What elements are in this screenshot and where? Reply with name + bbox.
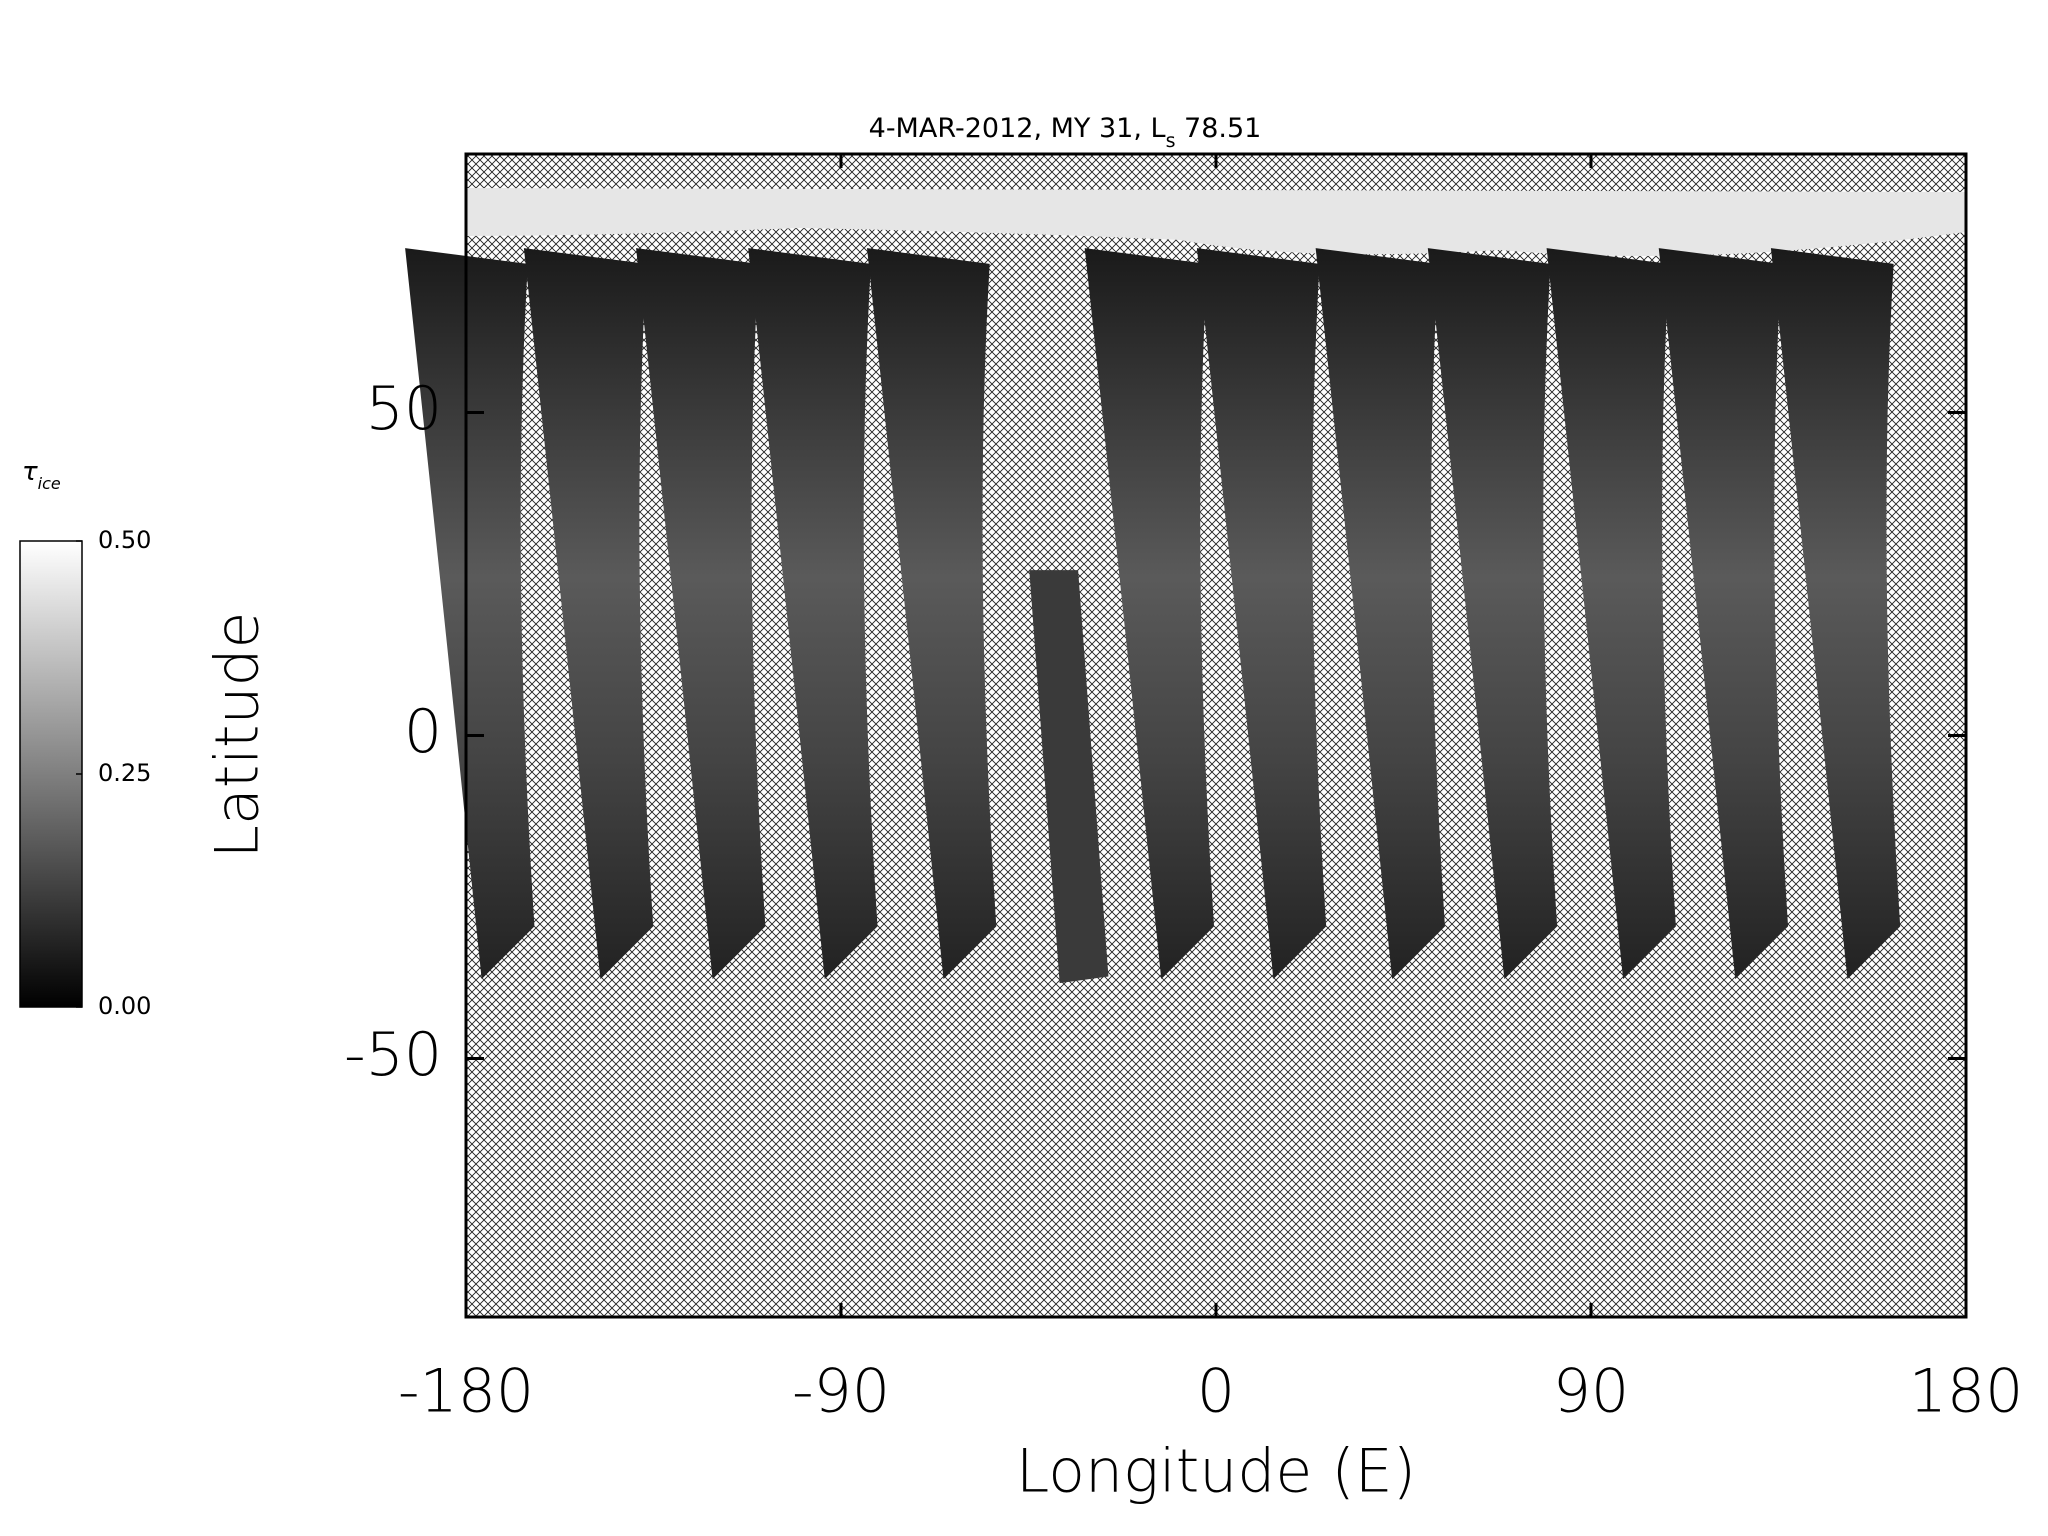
x-tick-label: 90 xyxy=(1553,1357,1629,1427)
y-tick-label: 50 xyxy=(366,374,442,444)
colorbar-tick-label: 0.25 xyxy=(98,759,151,787)
swath xyxy=(1196,248,1327,980)
swath xyxy=(636,248,766,980)
y-tick-label: 0 xyxy=(404,697,442,767)
swath xyxy=(405,248,535,980)
x-tick-label: -90 xyxy=(792,1357,890,1427)
x-tick-label: 0 xyxy=(1197,1357,1235,1427)
title-value: 78.51 xyxy=(1175,113,1261,144)
plot-area xyxy=(405,152,1968,1319)
swath xyxy=(866,248,997,980)
colorbar xyxy=(19,540,83,1008)
y-tick-label: -50 xyxy=(344,1020,442,1090)
x-axis-label: Longitude (E) xyxy=(1016,1437,1416,1507)
swath xyxy=(1315,248,1445,980)
swath xyxy=(523,248,654,980)
chart-title: 4-MAR-2012, MY 31, Ls 78.51 xyxy=(869,113,1262,152)
x-tick-label: 180 xyxy=(1909,1357,2024,1427)
swath xyxy=(1029,570,1109,984)
y-axis-label: Latitude xyxy=(203,612,273,859)
colorbar-label: τice xyxy=(22,457,61,493)
swath xyxy=(1546,248,1676,980)
swath xyxy=(1770,248,1901,980)
swath xyxy=(1658,248,1789,980)
colorbar-tick-label: 0.50 xyxy=(98,526,151,554)
polar-cap xyxy=(466,188,1966,256)
title-text: 4-MAR-2012, MY 31, L xyxy=(869,113,1166,144)
x-tick-label: -180 xyxy=(398,1357,534,1427)
colorbar-subscript: ice xyxy=(38,474,61,493)
title-subscript: s xyxy=(1166,130,1176,152)
swath xyxy=(748,248,878,980)
colorbar-symbol: τ xyxy=(22,457,38,487)
colorbar-tick-label: 0.00 xyxy=(98,992,151,1020)
swath xyxy=(1084,248,1215,980)
swath xyxy=(1427,248,1558,980)
